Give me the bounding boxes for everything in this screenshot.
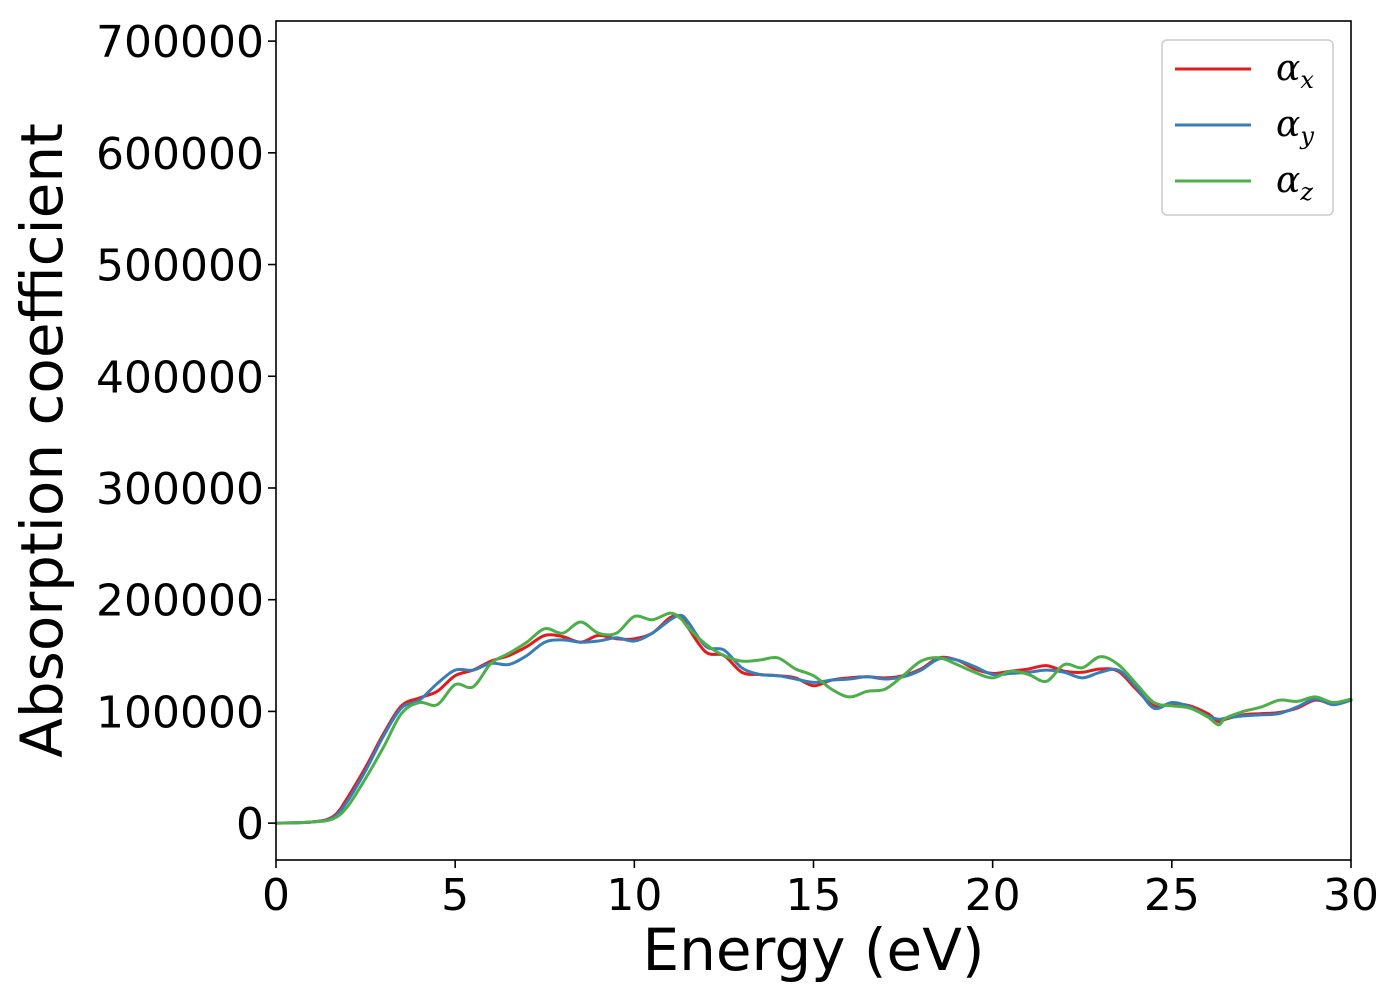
legend-subscript: x — [1300, 66, 1314, 94]
legend-label-y: αy — [1276, 104, 1314, 150]
legend-subscript: y — [1299, 122, 1314, 150]
x-tick-label: 30 — [1323, 870, 1379, 921]
y-tick-label: 500000 — [96, 241, 264, 292]
legend-box — [1161, 39, 1334, 216]
x-tick-label: 20 — [965, 870, 1021, 921]
y-ticks: 0 100000 200000 300000 400000 500000 600000 700… — [96, 17, 276, 850]
x-tick-label: 0 — [262, 870, 290, 921]
y-tick-label: 100000 — [96, 687, 264, 738]
x-ticks: 0 5 10 15 20 25 30 — [262, 860, 1379, 921]
y-tick-label: 700000 — [96, 17, 264, 68]
y-tick-label: 300000 — [96, 464, 264, 515]
x-tick-label: 15 — [786, 870, 842, 921]
x-tick-label: 10 — [606, 870, 662, 921]
legend-label-x: αx — [1276, 48, 1314, 94]
x-tick-label: 5 — [441, 870, 469, 921]
y-tick-label: 600000 — [96, 129, 264, 180]
x-axis-title: Energy (eV) — [642, 916, 984, 984]
y-axis-title: Absorption coefficient — [8, 123, 76, 758]
x-tick-label: 25 — [1144, 870, 1200, 921]
series-layer — [274, 611, 1353, 825]
y-tick-label: 0 — [236, 799, 264, 850]
legend-subscript: z — [1299, 178, 1313, 206]
series-line-x — [274, 613, 1353, 825]
series-line-y — [274, 613, 1353, 825]
y-tick-label: 200000 — [96, 576, 264, 627]
series-line-z — [274, 611, 1353, 825]
y-tick-label: 400000 — [96, 352, 264, 403]
